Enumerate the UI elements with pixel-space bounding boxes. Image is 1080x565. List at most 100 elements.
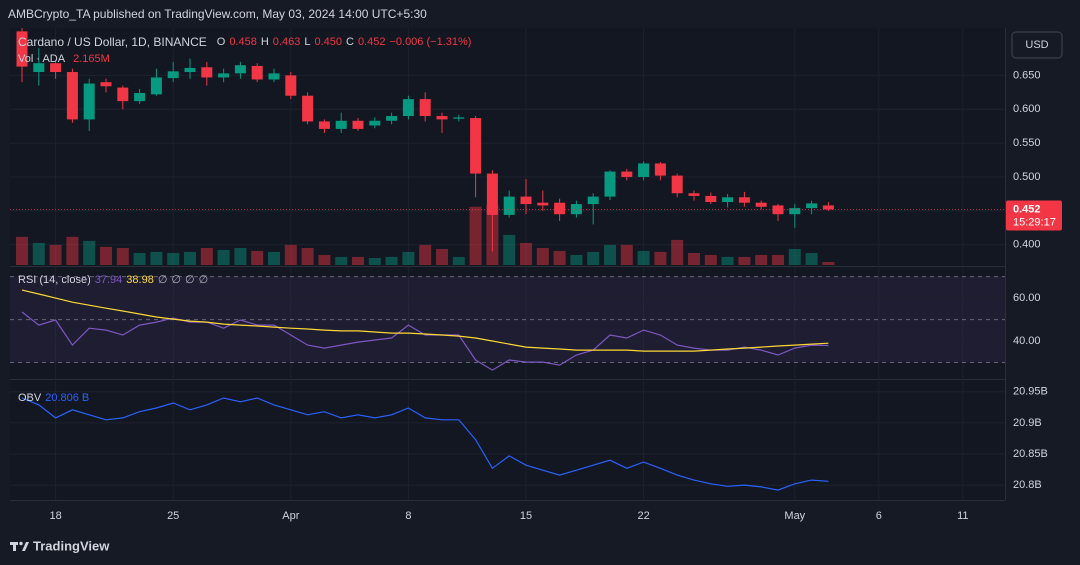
candle-body xyxy=(822,205,834,210)
candle-body xyxy=(352,120,364,129)
obv-value: 20.806 B xyxy=(45,392,90,404)
ohlc-key: O xyxy=(216,36,226,48)
y-tick-label: 0.500 xyxy=(1013,171,1041,183)
volume-bar xyxy=(234,247,247,265)
volume-bar xyxy=(184,251,196,265)
volume-bar xyxy=(654,251,667,265)
candle-body xyxy=(83,83,95,120)
grid xyxy=(55,28,964,500)
x-tick-label: 11 xyxy=(957,510,968,522)
candle-body xyxy=(755,202,767,207)
candle-body xyxy=(302,95,314,122)
y-tick-label: 20.9B xyxy=(1013,417,1042,429)
volume-bar xyxy=(419,244,432,265)
volume-bar xyxy=(671,239,684,265)
ohlc-value: 0.463 xyxy=(272,36,301,48)
volume-bar xyxy=(335,256,348,265)
candle-body xyxy=(789,208,801,215)
ohlc-value: 0.452 xyxy=(357,36,386,48)
candle-body xyxy=(369,120,381,126)
candle-body xyxy=(638,163,650,177)
candle-body xyxy=(218,73,230,78)
volume-bar xyxy=(284,244,297,265)
volume-bar xyxy=(49,244,62,265)
price-tag-countdown: 15:29:17 xyxy=(1013,216,1056,228)
volume-bar xyxy=(100,246,112,265)
y-tick-label: 0.650 xyxy=(1013,69,1041,81)
volume-bar xyxy=(536,247,549,265)
candle-body xyxy=(470,118,482,174)
rsi-title: RSI (14, close) xyxy=(18,273,91,286)
volume-bar xyxy=(133,253,146,265)
candle-body xyxy=(486,173,498,215)
volume-legend: Vol · ADA 2.165M xyxy=(18,53,110,65)
volume-bar xyxy=(83,240,96,265)
candle-body xyxy=(318,121,330,129)
obv-legend: OBV 20.806 B xyxy=(18,392,89,404)
rsi-extra: ∅ xyxy=(157,274,168,286)
candle-body xyxy=(268,73,280,80)
x-tick-label: 18 xyxy=(49,510,61,522)
candle-body xyxy=(722,197,734,203)
x-tick-label: 22 xyxy=(637,510,649,522)
volume-bar xyxy=(570,254,583,265)
volume-bar xyxy=(301,247,314,265)
candle-body xyxy=(688,193,700,196)
volume-bar xyxy=(805,253,818,265)
candle-body xyxy=(251,65,263,80)
candle-body xyxy=(50,63,62,73)
obv-title: OBV xyxy=(18,392,42,404)
x-tick-label: 6 xyxy=(876,510,882,522)
attribution: AMBCrypto_TA published on TradingView.co… xyxy=(8,7,427,21)
indicator-line xyxy=(21,289,829,352)
candle-body xyxy=(738,197,750,203)
volume-bar xyxy=(150,251,163,265)
rsi-extra: ∅ xyxy=(198,274,209,286)
rsi-extra: ∅ xyxy=(185,274,195,286)
candle-body xyxy=(537,202,549,206)
volume-bar xyxy=(452,256,465,265)
volume-bar xyxy=(385,256,398,265)
volume-bar xyxy=(469,206,482,265)
candle-body xyxy=(33,63,45,73)
volume-bar xyxy=(721,256,734,265)
candle-body xyxy=(117,87,129,102)
volume-bar xyxy=(503,234,516,265)
volume-bar xyxy=(738,256,751,265)
indicator-line xyxy=(21,397,829,491)
volume-bar xyxy=(637,250,650,265)
ohlc-value: 0.458 xyxy=(229,36,257,48)
volume-bar xyxy=(352,256,364,265)
currency[interactable]: USD xyxy=(1025,39,1048,51)
y-tick-label: 20.95B xyxy=(1013,386,1048,398)
volume-bar xyxy=(755,254,768,265)
candle-body xyxy=(520,196,532,205)
candle-body xyxy=(201,67,213,78)
candle-body xyxy=(184,67,196,73)
volume-name: Vol · ADA xyxy=(18,53,66,65)
candle-body xyxy=(705,195,717,203)
change: −0.006 (−1.31%) xyxy=(389,36,472,48)
indicator-line xyxy=(21,311,829,371)
candle-body xyxy=(167,71,179,79)
x-tick-label: 25 xyxy=(167,510,179,522)
candle-body xyxy=(285,75,297,96)
volume-value: 2.165M xyxy=(73,53,110,65)
ohlc-key: H xyxy=(260,36,269,48)
candle-body xyxy=(134,93,146,102)
volume-bar xyxy=(436,248,448,265)
y-tick-label: 0.550 xyxy=(1013,137,1041,149)
rsi-ma-value: 38.98 xyxy=(126,273,154,286)
candle-body xyxy=(402,99,414,117)
volume-bar xyxy=(604,244,616,265)
y-tick-label: 20.85B xyxy=(1013,448,1048,460)
volume-bar xyxy=(553,250,566,265)
candle-body xyxy=(570,204,582,215)
currency-button[interactable] xyxy=(1011,31,1063,59)
x-tick-label: May xyxy=(784,510,805,522)
volume-bar xyxy=(368,258,381,265)
volume-bar xyxy=(788,248,801,265)
volume-bar xyxy=(620,244,633,265)
candle-body xyxy=(150,77,162,95)
